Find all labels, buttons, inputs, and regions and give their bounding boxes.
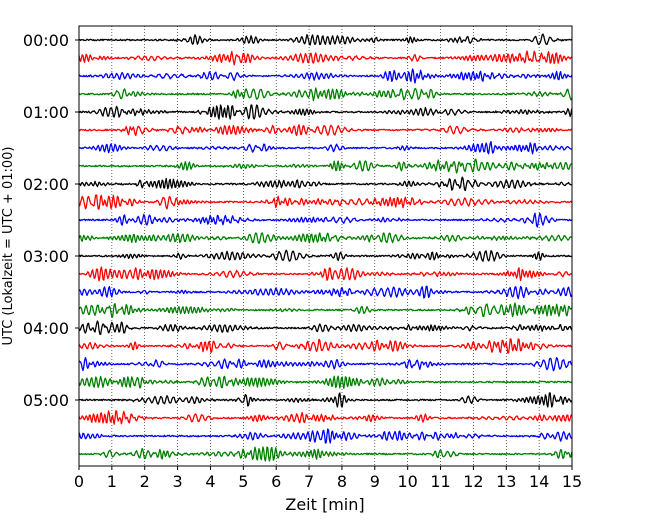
trace-19 [78, 356, 573, 372]
x-tick-label-6: 6 [271, 472, 281, 491]
vertical-grid [111, 26, 540, 466]
y-tick-label-02:00: 02:00 [23, 175, 69, 194]
trace-17 [78, 320, 573, 336]
trace-5 [78, 104, 573, 120]
trace-10 [78, 194, 573, 210]
x-tick-label-10: 10 [397, 472, 417, 491]
x-tick-label-9: 9 [370, 472, 380, 491]
trace-7 [78, 140, 572, 155]
trace-21 [78, 392, 573, 408]
trace-8 [78, 158, 572, 174]
x-tick-label-12: 12 [463, 472, 483, 491]
trace-13 [78, 249, 572, 262]
x-tick-label-4: 4 [205, 472, 215, 491]
x-tick-label-3: 3 [173, 472, 183, 491]
trace-9 [78, 176, 572, 192]
x-tick-label-0: 0 [74, 472, 84, 491]
trace-22 [78, 410, 572, 425]
trace-3 [78, 68, 573, 84]
x-tick-label-1: 1 [107, 472, 117, 491]
trace-23 [78, 428, 573, 444]
trace-12 [78, 232, 573, 245]
y-axis-label: UTC (Lokalzeit = UTC + 01:00) [1, 147, 16, 346]
trace-4 [78, 87, 573, 102]
trace-11 [78, 212, 573, 228]
x-axis-ticks: 0 1 2 3 4 5 6 7 8 9 10 11 12 13 14 15 [74, 466, 582, 491]
x-tick-label-11: 11 [430, 472, 450, 491]
seismic-traces [78, 33, 573, 462]
x-tick-label-13: 13 [496, 472, 516, 491]
x-tick-label-14: 14 [529, 472, 549, 491]
y-tick-label-05:00: 05:00 [23, 391, 69, 410]
trace-14 [78, 266, 572, 282]
trace-20 [78, 375, 573, 389]
trace-16 [78, 302, 573, 318]
x-tick-label-8: 8 [337, 472, 347, 491]
trace-6 [78, 124, 573, 137]
plot-area-background [79, 26, 572, 466]
plot-frame [78, 25, 573, 467]
trace-24 [78, 446, 573, 462]
x-axis-label: Zeit [min] [285, 495, 364, 514]
y-tick-label-03:00: 03:00 [23, 247, 69, 266]
y-tick-label-00:00: 00:00 [23, 31, 69, 50]
trace-18 [78, 338, 572, 354]
trace-1 [78, 33, 573, 46]
y-axis-ticks: 00:00 01:00 02:00 03:00 04:00 05:00 [23, 31, 79, 410]
x-tick-label-7: 7 [304, 472, 314, 491]
trace-2 [78, 50, 572, 66]
x-tick-label-5: 5 [238, 472, 248, 491]
y-tick-label-01:00: 01:00 [23, 103, 69, 122]
x-tick-label-15: 15 [562, 472, 582, 491]
y-tick-label-04:00: 04:00 [23, 319, 69, 338]
x-tick-label-2: 2 [140, 472, 150, 491]
trace-15 [78, 285, 573, 300]
